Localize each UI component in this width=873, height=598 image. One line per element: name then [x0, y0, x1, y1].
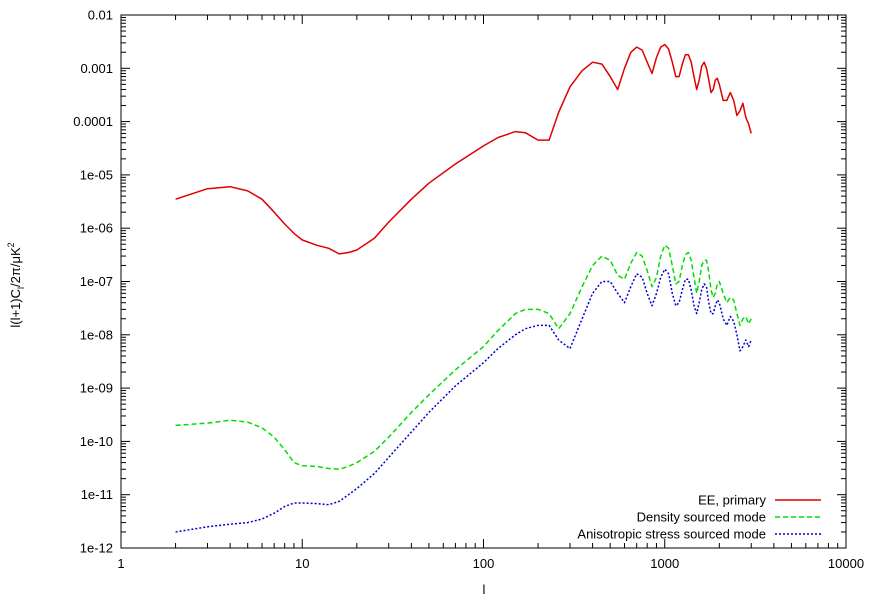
x-tick-label: 1000	[650, 556, 679, 571]
axis-ticks: 1 10 100 1000 10000 1e-12 1e-11 1e-10 1e-09 1e-08…	[73, 8, 864, 572]
series-layer	[175, 43, 752, 533]
series-line-1	[175, 43, 752, 255]
legend-label-3: Anisotropic stress sourced mode	[577, 527, 766, 542]
legend: EE, primary Density sourced mode Anisotrop…	[577, 493, 821, 542]
y-tick-label: 1e-09	[80, 381, 113, 396]
x-tick-label: 100	[473, 556, 495, 571]
y-tick-label: 1e-05	[80, 167, 113, 182]
legend-label-1: EE, primary	[698, 493, 766, 508]
y-tick-label: 1e-10	[80, 434, 113, 449]
y-tick-label: 1e-07	[80, 274, 113, 289]
y-tick-label: 1e-08	[80, 327, 113, 342]
y-axis-label: l(l+1)Cl/2π/μK2	[6, 242, 26, 327]
y-tick-label: 0.001	[80, 61, 113, 76]
x-tick-label: 1	[117, 556, 124, 571]
x-tick-label: 10000	[828, 556, 864, 571]
y-tick-label: 0.01	[88, 8, 113, 23]
series-line-3	[175, 268, 752, 533]
y-tick-label: 1e-12	[80, 541, 113, 556]
y-tick-label: 1e-06	[80, 221, 113, 236]
x-tick-label: 10	[295, 556, 309, 571]
series-line-2	[175, 244, 752, 471]
y-tick-label: 0.0001	[73, 114, 113, 129]
y-tick-label: 1e-11	[81, 487, 113, 502]
legend-label-2: Density sourced mode	[637, 510, 766, 525]
x-axis-label: l	[483, 582, 486, 597]
